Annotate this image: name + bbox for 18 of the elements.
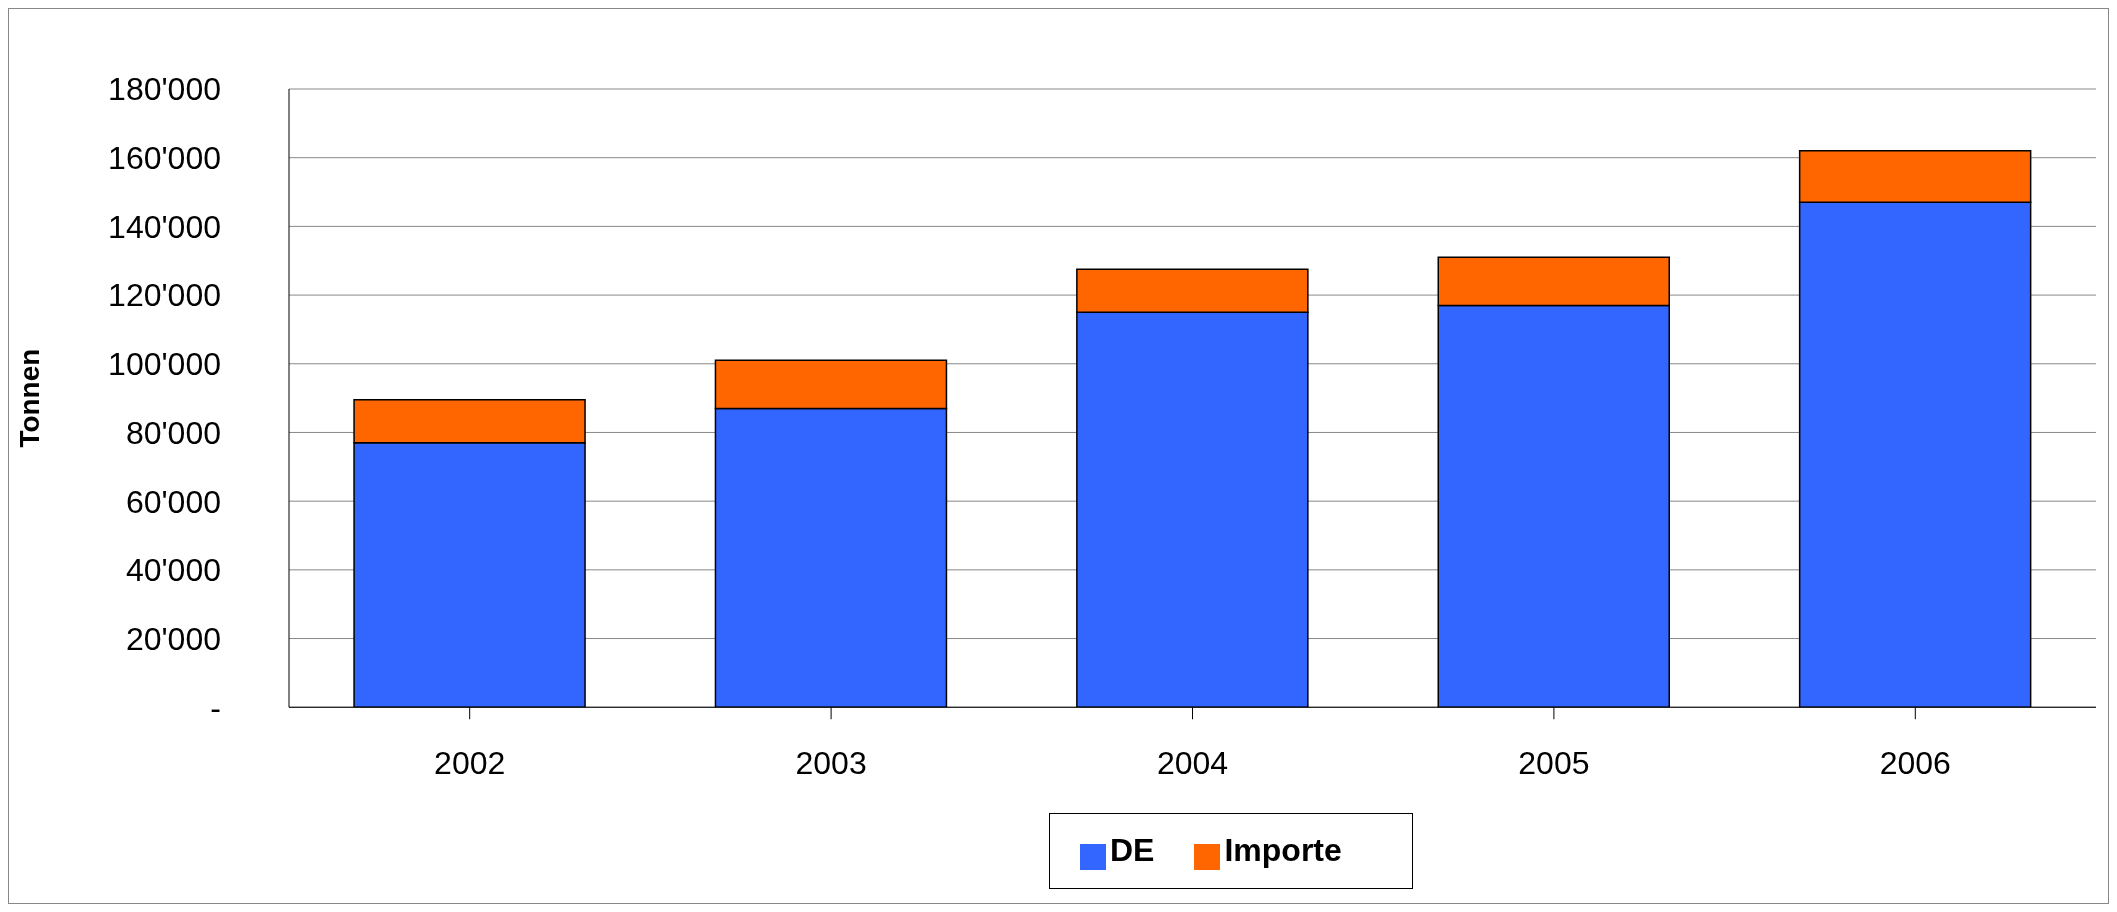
- x-tick-label: 2002: [434, 744, 506, 781]
- y-tick-label: 140'000: [108, 208, 221, 245]
- y-tick-label: 160'000: [108, 140, 221, 177]
- y-tick-label: 180'000: [108, 71, 221, 108]
- y-tick-label: 120'000: [108, 277, 221, 314]
- y-tick-label: 80'000: [125, 414, 221, 451]
- x-tick-label: 2004: [1156, 744, 1229, 781]
- legend-label: DE: [1110, 832, 1155, 869]
- y-axis-title: Tonnen: [13, 348, 45, 448]
- x-tick-label: 2005: [1518, 744, 1590, 781]
- legend-label: Importe: [1224, 832, 1342, 869]
- x-tick-label: 2006: [1879, 744, 1951, 781]
- y-tick-label: 40'000: [125, 552, 221, 589]
- y-tick-label: 60'000: [125, 483, 221, 520]
- x-tick-label: 2003: [795, 744, 867, 781]
- y-tick-label: 20'000: [125, 620, 221, 657]
- y-tick-label: -: [210, 689, 221, 726]
- y-tick-label: 100'000: [108, 346, 221, 383]
